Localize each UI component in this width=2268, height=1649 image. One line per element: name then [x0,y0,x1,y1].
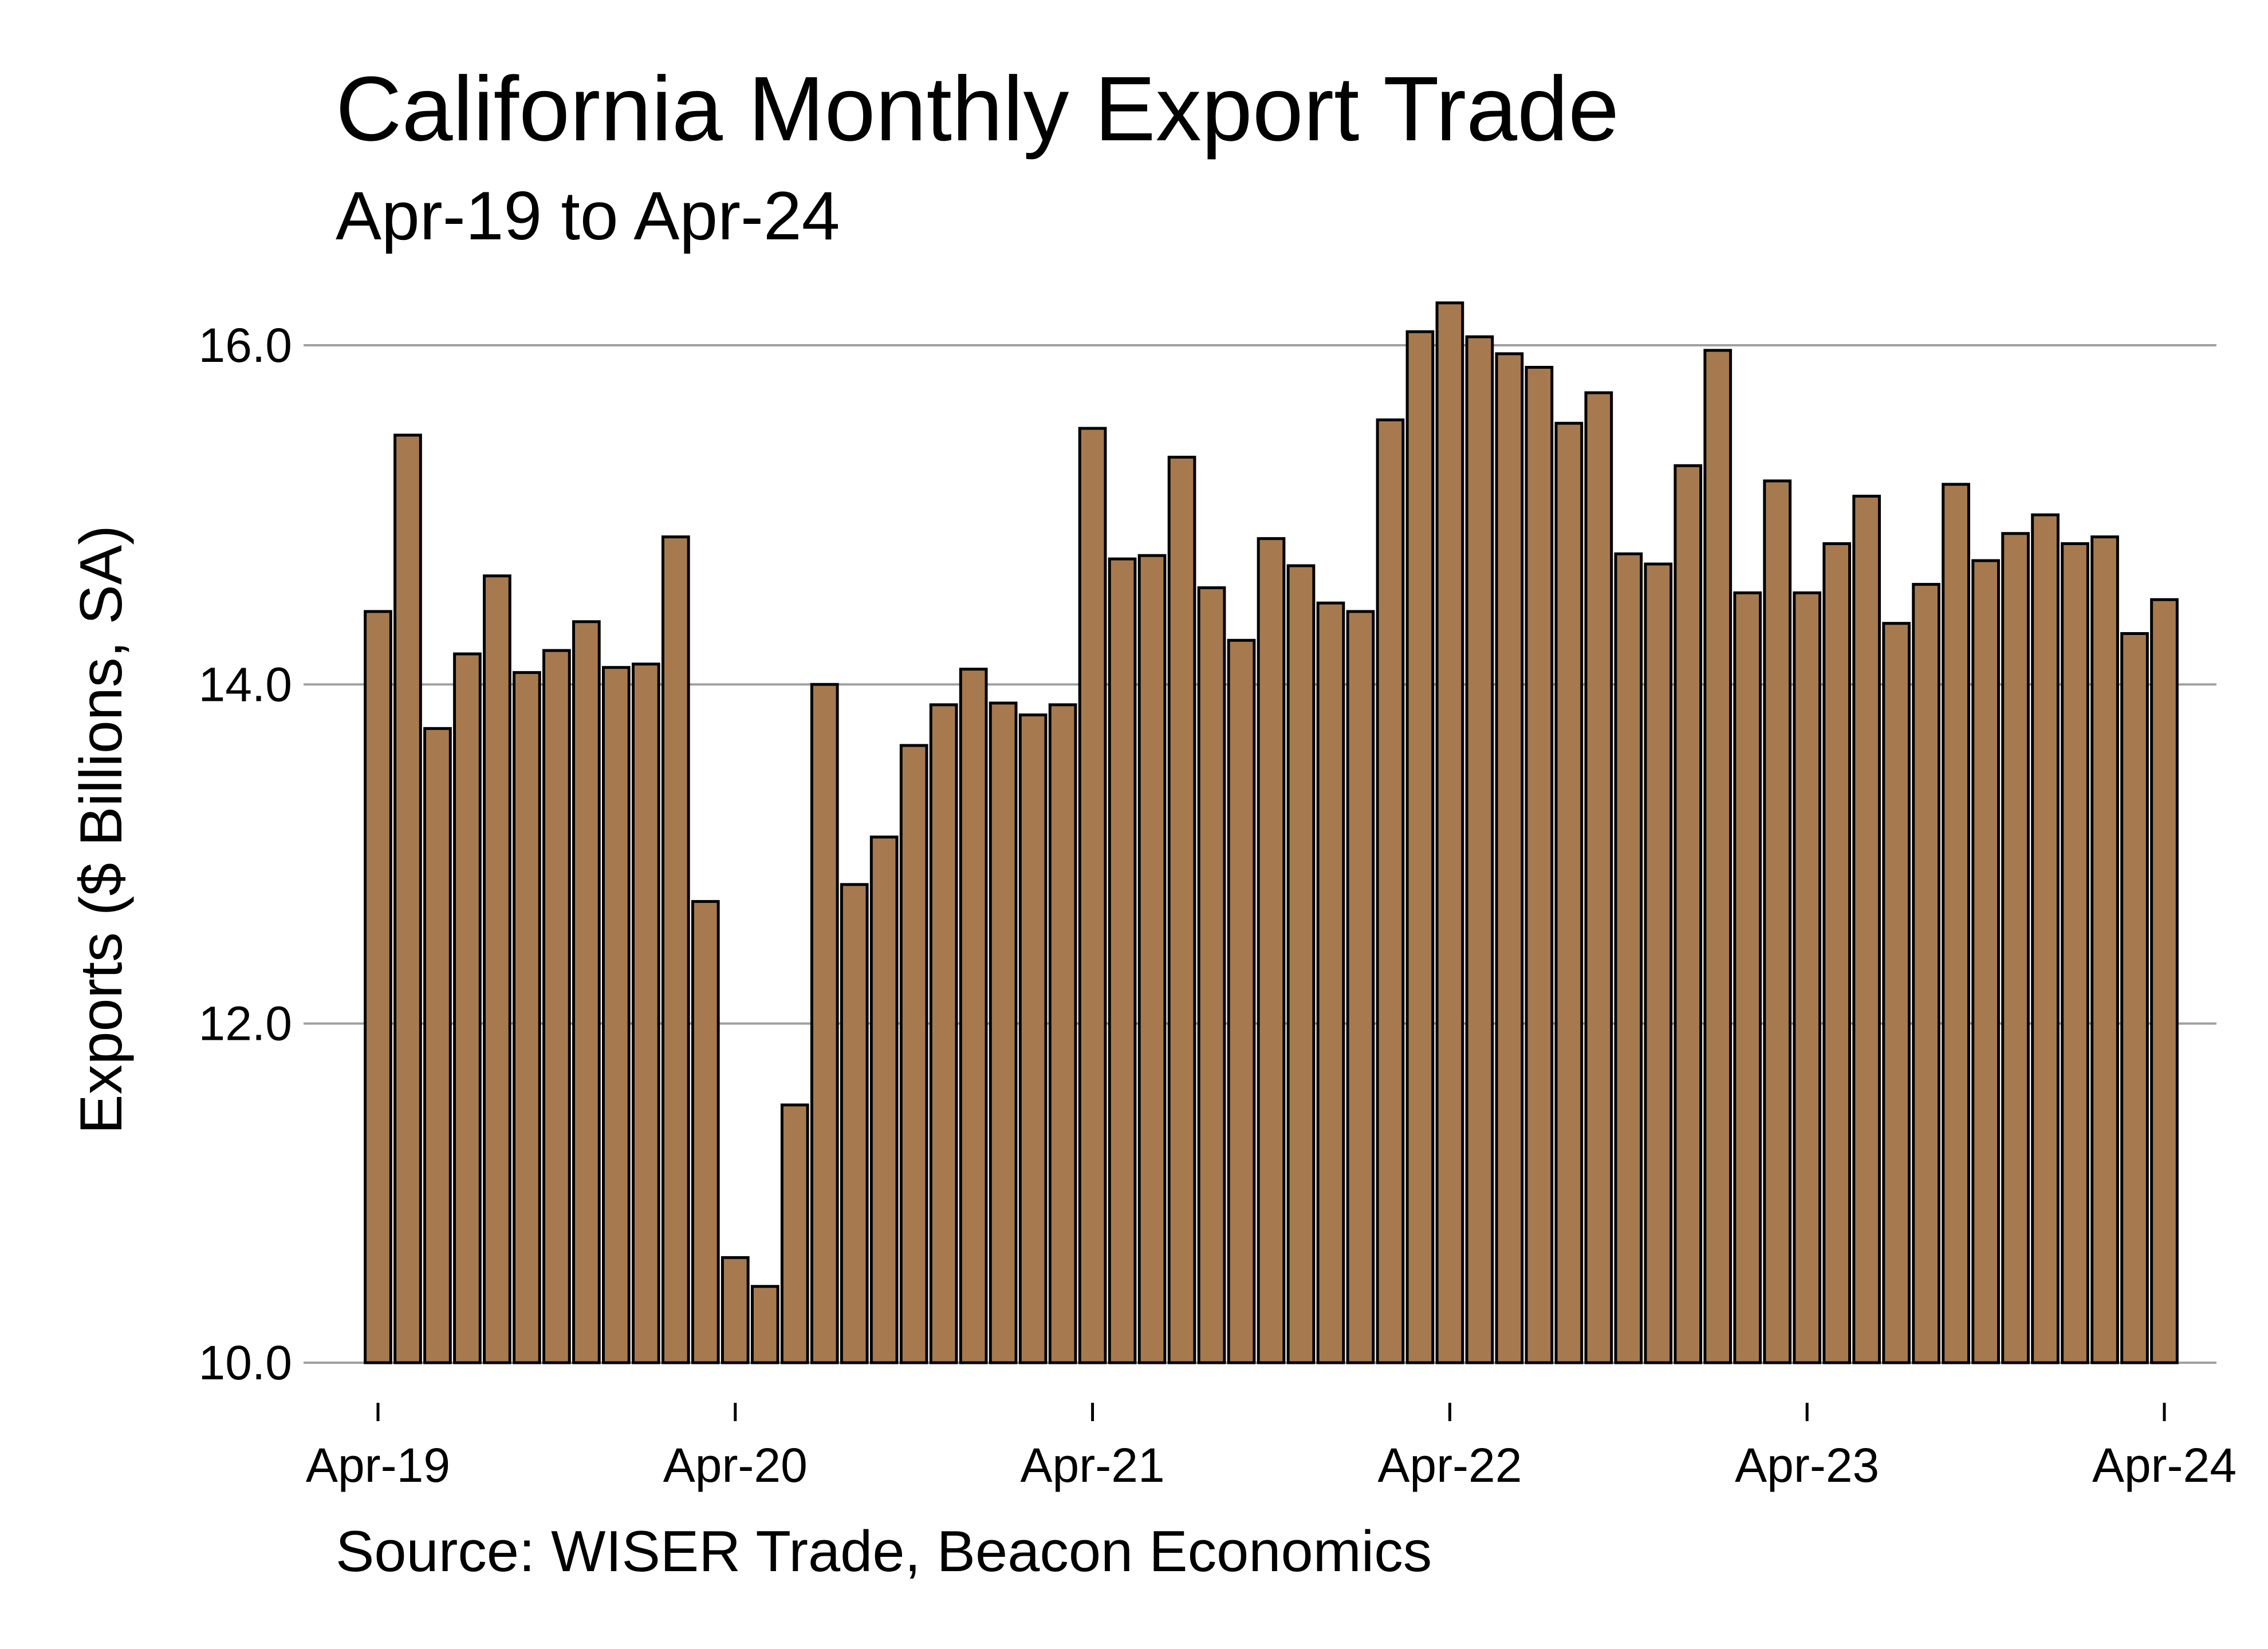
bar [1793,591,1822,1364]
bar [1376,418,1405,1364]
bar [1763,479,1792,1364]
bar [1435,301,1464,1364]
y-tick-label: 16.0 [199,318,293,372]
bar [1554,421,1584,1364]
bar [1405,330,1435,1364]
chart-title: California Monthly Export Trade [336,57,1619,160]
bar [1525,366,1554,1364]
bar [1197,586,1226,1364]
bar [1078,427,1107,1364]
y-tick-label: 14.0 [199,657,293,711]
bar [1048,703,1077,1364]
bar [750,1285,779,1364]
bar [691,900,720,1364]
bar [1822,542,1852,1364]
bar [572,620,601,1364]
bar [1703,349,1732,1364]
x-tick-label: Apr-19 [306,1438,450,1492]
x-axis: Apr-19 Apr-20 Apr-21 Apr-22 Apr-23 Apr-24 [306,1403,2236,1492]
bar [1882,622,1911,1364]
bar [2150,598,2179,1364]
bar [1137,554,1167,1364]
bar [840,883,869,1364]
bar [1286,564,1316,1364]
bar [513,671,541,1364]
bar [2061,542,2089,1364]
bar [899,744,928,1364]
bar [1227,638,1256,1364]
bar [1465,335,1494,1364]
bar [2031,513,2060,1364]
bar [364,610,392,1364]
bar [1346,610,1375,1364]
bar [1018,713,1048,1364]
bar [720,1256,750,1364]
bar [1614,552,1643,1364]
y-axis-title: Exports ($ Billions, SA) [68,525,135,1134]
bar [929,703,958,1364]
bar [989,701,1018,1364]
bar [453,652,482,1364]
bar [423,727,452,1364]
bar [1495,352,1524,1364]
y-tick-label: 12.0 [199,997,293,1051]
bar [1942,483,1970,1364]
bar [1733,591,1762,1364]
bar [631,662,660,1364]
bar [780,1103,809,1364]
bar [1108,557,1137,1364]
bar [869,835,899,1364]
bar [602,666,631,1364]
bar [1644,562,1673,1364]
bar [1257,537,1286,1364]
x-tick-label: Apr-20 [663,1438,808,1492]
chart-subtitle: Apr-19 to Apr-24 [336,177,840,254]
y-tick-label: 10.0 [199,1336,293,1390]
bar [1912,583,1940,1364]
y-axis: 10.0 12.0 14.0 16.0 [199,318,293,1390]
bar [1852,495,1881,1364]
bar [810,683,839,1364]
bar [2090,535,2119,1364]
bar [393,433,422,1364]
x-tick-label: Apr-24 [2092,1438,2236,1492]
bar [1584,391,1613,1364]
x-tick-label: Apr-21 [1021,1438,1165,1492]
bar [1167,455,1196,1364]
x-tick-label: Apr-22 [1377,1438,1522,1492]
bar [1316,601,1345,1364]
bar [1971,559,2000,1364]
bar [959,668,988,1364]
bars [364,301,2179,1364]
bar [1674,464,1703,1364]
bar [661,535,690,1364]
bar [2001,532,2030,1364]
bar [2120,632,2149,1364]
bar [483,574,511,1364]
bar [542,649,571,1364]
x-tick-label: Apr-23 [1735,1438,1879,1492]
source-note: Source: WISER Trade, Beacon Economics [336,1520,1432,1584]
